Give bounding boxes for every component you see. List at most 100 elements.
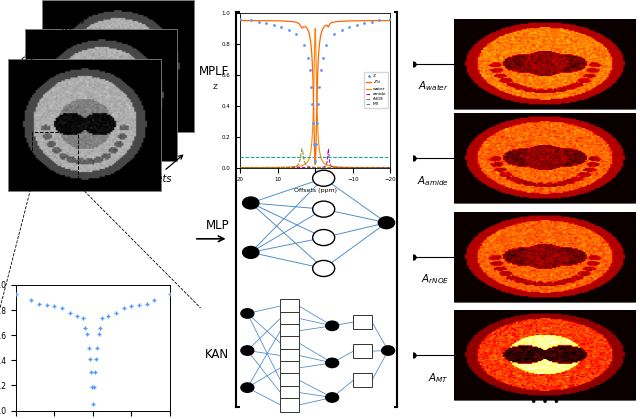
water (311, 26, 319, 31)
Point (88, 383, 99, 390)
$Z_{fit}$ (311, 162, 319, 167)
Bar (280, 336, 299, 350)
Z (253, 18, 264, 25)
Z (276, 23, 287, 30)
$Z_{fit}$ (387, 18, 394, 23)
Point (141, 300, 152, 307)
rNOE (245, 165, 253, 170)
Legend: Z, $Z_{fit}$, water, amide, rNOE, MT: Z, $Z_{fit}$, water, amide, rNOE, MT (364, 72, 388, 108)
Point (34, 300, 44, 307)
Point (65, 309, 75, 316)
Z (299, 42, 309, 49)
Point (93, 331, 104, 337)
Z (344, 23, 354, 30)
Circle shape (243, 246, 259, 259)
Z (284, 26, 294, 33)
water (387, 165, 394, 170)
Point (111, 309, 121, 316)
amide (245, 165, 253, 170)
Circle shape (313, 201, 335, 217)
Point (91, 356, 101, 362)
Z (351, 22, 362, 28)
Point (164, 290, 175, 297)
water (328, 164, 335, 169)
MT (245, 154, 253, 159)
Circle shape (313, 230, 335, 246)
amide (366, 165, 374, 170)
Bar (353, 373, 372, 387)
Z (246, 17, 257, 23)
Z (337, 26, 347, 33)
Text: •••: ••• (156, 133, 173, 143)
$Z_{fit}$ (236, 18, 244, 23)
Point (84, 344, 94, 351)
Z (316, 67, 326, 73)
Circle shape (241, 309, 254, 318)
amide (328, 164, 335, 169)
rNOE (332, 165, 340, 170)
Text: KAN: KAN (205, 347, 229, 361)
Point (95, 324, 106, 331)
Text: $A_{rNOE}$: $A_{rNOE}$ (421, 272, 449, 286)
amide (332, 165, 340, 170)
Bar (280, 299, 299, 313)
Circle shape (243, 197, 259, 209)
Point (72, 313, 83, 320)
Z (307, 101, 317, 107)
Text: MLP: MLP (205, 219, 229, 232)
Bar (280, 324, 299, 338)
$Z_{fit}$ (324, 23, 332, 28)
X-axis label: Offsets (ppm): Offsets (ppm) (294, 188, 337, 193)
Z (321, 42, 332, 49)
Bar (280, 349, 299, 362)
$Z_{fit}$ (245, 18, 253, 23)
Point (118, 304, 129, 311)
rNOE (298, 147, 306, 152)
Z (291, 31, 301, 38)
rNOE (351, 165, 358, 170)
Bar (353, 344, 372, 358)
water (351, 165, 358, 170)
amide (323, 158, 331, 163)
Bar (8, 59, 161, 191)
water (324, 163, 332, 168)
Line: amide: amide (240, 149, 390, 168)
Bar (280, 386, 299, 399)
Bar (280, 312, 299, 325)
Point (103, 313, 113, 320)
Z (313, 101, 323, 107)
MT (350, 154, 358, 159)
MT (323, 154, 331, 159)
Text: $A_{amide}$: $A_{amide}$ (417, 174, 449, 188)
$Z_{fit}$ (332, 19, 340, 24)
MT (365, 154, 373, 159)
amide (324, 147, 332, 152)
Point (42, 302, 52, 308)
amide (387, 165, 394, 170)
Z (385, 16, 396, 22)
Circle shape (381, 346, 395, 355)
Z (329, 31, 339, 38)
Z (359, 20, 369, 27)
rNOE (324, 165, 332, 170)
Text: CEST source images: CEST source images (11, 6, 95, 75)
rNOE (366, 165, 374, 170)
Z (317, 54, 328, 61)
Circle shape (241, 346, 254, 355)
Point (78, 314, 88, 321)
Text: $A_{MT}$: $A_{MT}$ (428, 371, 449, 385)
$Z_{fit}$ (366, 18, 374, 23)
MT (328, 154, 335, 159)
Z (308, 119, 319, 126)
Bar (280, 361, 299, 375)
Point (90, 368, 100, 375)
Point (49, 303, 60, 310)
Point (82, 331, 92, 337)
Bar (454, 310, 636, 401)
amide (236, 165, 244, 170)
water (366, 165, 374, 170)
Text: MPLF: MPLF (199, 65, 229, 78)
rNOE (328, 165, 335, 170)
Z (261, 20, 271, 27)
Point (92, 344, 102, 351)
